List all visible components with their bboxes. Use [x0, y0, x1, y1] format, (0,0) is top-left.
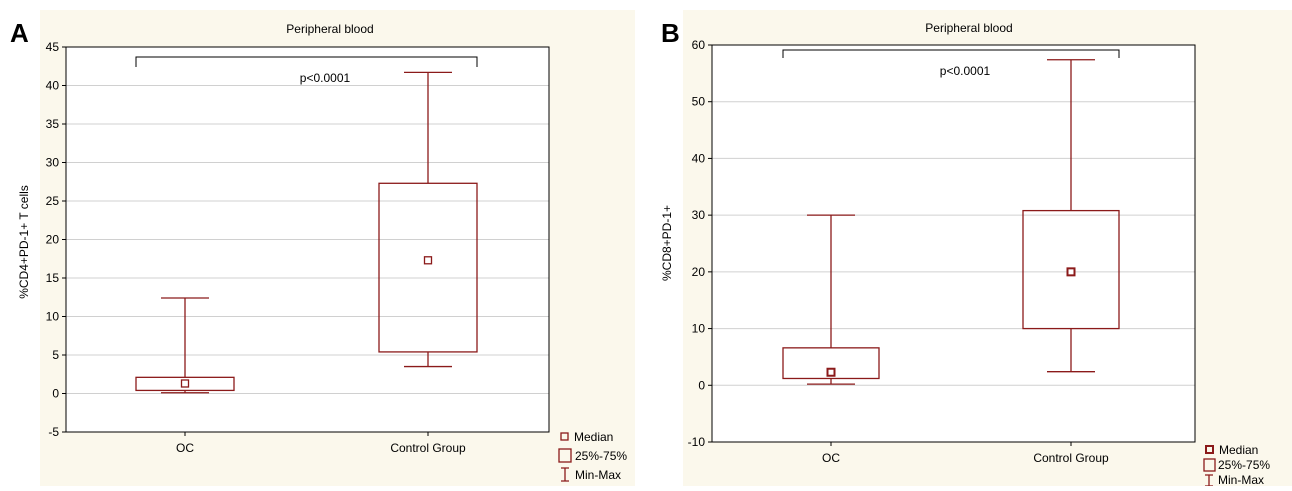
panel-b-plot-background	[712, 45, 1195, 442]
panel-b: B Peripheral blood -10 0 10 20 30 40 50 60 %CD8…	[660, 10, 1292, 487]
panel-a-plot-frame	[65, 46, 550, 433]
median-marker	[423, 256, 433, 265]
legend-box-marker	[1203, 458, 1216, 472]
y-tick-label: 25	[46, 194, 60, 208]
y-tick-label: 30	[46, 156, 60, 170]
panel-a-legend: Median 25%-75% Min-Max	[558, 430, 627, 482]
y-tick-label: 30	[692, 208, 706, 222]
iqr-box	[782, 347, 880, 380]
median-marker	[180, 379, 190, 388]
panel-a-y-ticks: -5 0 5 10 15 20 25 30 35 40 45	[46, 40, 66, 439]
y-tick-label: -5	[48, 425, 59, 439]
iqr-box	[135, 376, 235, 392]
y-tick-label: 0	[52, 387, 59, 401]
legend-box-marker	[558, 448, 572, 463]
legend-median-label: Median	[1219, 443, 1258, 457]
x-tick-label: OC	[176, 441, 194, 455]
panel-a-boxes	[135, 71, 478, 394]
median-marker	[1066, 267, 1076, 277]
x-tick-label: Control Group	[1033, 451, 1109, 465]
y-tick-label: 35	[46, 117, 60, 131]
box-oc	[135, 297, 235, 394]
panel-a-letter: A	[10, 18, 29, 48]
panel-b-grid	[712, 101, 1195, 386]
panel-a-significance-bracket	[135, 56, 478, 67]
panel-a-y-axis-label: %CD4+PD-1+ T cells	[17, 185, 31, 299]
panel-a-x-ticks: OC Control Group	[176, 432, 466, 455]
y-tick-label: 50	[692, 95, 706, 109]
panel-b-x-ticks: OC Control Group	[822, 442, 1109, 465]
panel-b-y-axis-label: %CD8+PD-1+	[660, 205, 674, 281]
iqr-box	[1022, 209, 1120, 330]
y-tick-label: 10	[46, 310, 60, 324]
panel-a-p-value: p<0.0001	[300, 71, 351, 85]
panel-b-p-value: p<0.0001	[940, 64, 991, 78]
panel-b-y-ticks: -10 0 10 20 30 40 50 60	[688, 38, 712, 449]
y-tick-label: 40	[692, 151, 706, 165]
panel-b-legend: Median 25%-75% Min-Max	[1203, 443, 1270, 487]
legend-box-label: 25%-75%	[575, 449, 627, 463]
y-tick-label: 20	[46, 233, 60, 247]
y-tick-label: 10	[692, 322, 706, 336]
panel-a-grid	[66, 85, 549, 394]
panel-b-boxes	[782, 59, 1120, 385]
median-marker	[826, 367, 836, 377]
panel-b-title: Peripheral blood	[925, 21, 1012, 35]
box-control-group	[1022, 59, 1120, 373]
y-tick-label: 15	[46, 271, 60, 285]
panel-b-significance-bracket	[782, 49, 1120, 58]
legend-median-marker	[560, 432, 569, 441]
bracket-line	[135, 56, 478, 67]
legend-median-label: Median	[574, 430, 613, 444]
legend-median-marker	[1205, 445, 1214, 454]
y-tick-label: 40	[46, 79, 60, 93]
panel-b-letter: B	[661, 18, 680, 48]
legend-whisker-label: Min-Max	[575, 468, 621, 482]
x-tick-label: OC	[822, 451, 840, 465]
box-control-group	[378, 71, 478, 368]
y-tick-label: -10	[688, 435, 706, 449]
panel-a: A Peripheral blood -5051015202530354045 …	[10, 10, 635, 486]
box-oc	[782, 214, 880, 385]
y-tick-label: 20	[692, 265, 706, 279]
legend-whisker-label: Min-Max	[1218, 473, 1264, 486]
bracket-line	[782, 49, 1120, 58]
y-tick-label: 5	[52, 348, 59, 362]
panel-b-plot-frame	[711, 44, 1196, 443]
y-tick-label: 0	[698, 378, 705, 392]
legend-box-label: 25%-75%	[1218, 458, 1270, 472]
x-tick-label: Control Group	[390, 441, 466, 455]
legend-whisker-marker	[561, 467, 569, 482]
panel-a-title: Peripheral blood	[286, 22, 373, 36]
y-tick-label: 60	[692, 38, 706, 52]
iqr-box	[378, 182, 478, 353]
y-tick-label: 45	[46, 40, 60, 54]
